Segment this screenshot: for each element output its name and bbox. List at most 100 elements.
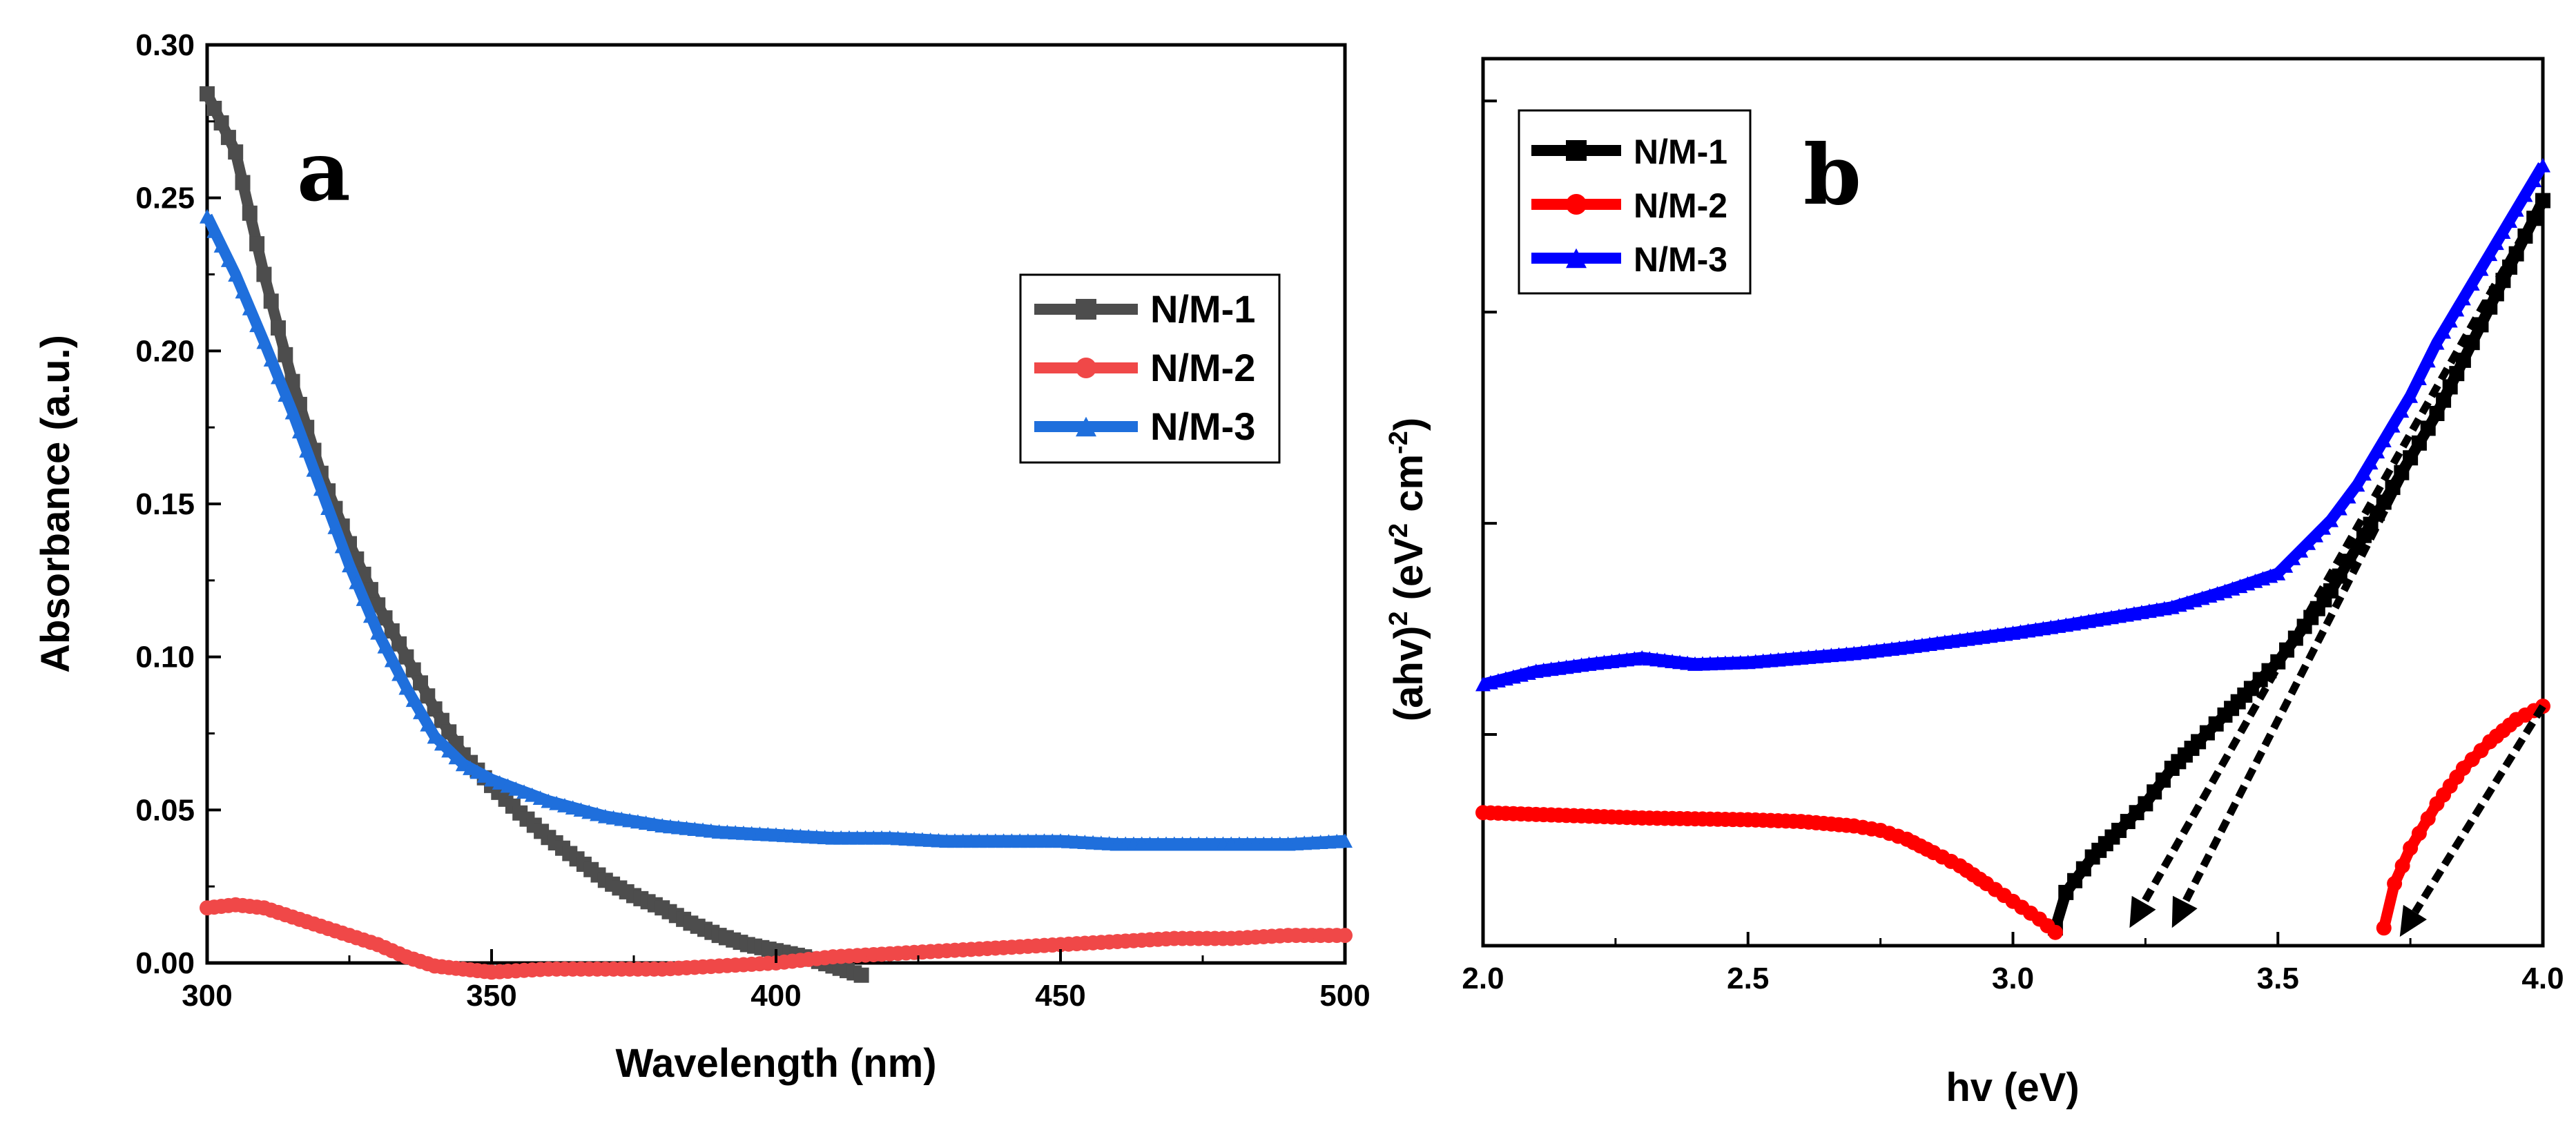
data-point: [434, 736, 449, 751]
data-point: [263, 293, 279, 309]
arrow-head: [2129, 895, 2156, 928]
panel-b-ylabel-part: ): [1386, 418, 1431, 431]
x-tick-label: 500: [1319, 979, 1370, 1013]
data-point: [2436, 324, 2452, 339]
tangent-line: [2412, 704, 2546, 915]
y-tick-label: 0.20: [135, 334, 195, 368]
data-point: [2270, 565, 2286, 581]
x-tick-label: 350: [466, 979, 516, 1013]
y-tick-label: 0.10: [135, 641, 195, 674]
data-point: [516, 784, 532, 799]
data-point: [398, 680, 414, 695]
legend-marker: [1076, 416, 1096, 437]
data-point: [284, 405, 300, 420]
data-point: [2508, 202, 2524, 217]
data-point: [220, 252, 236, 267]
data-point: [2535, 157, 2550, 173]
data-point: [2455, 291, 2471, 306]
panel-a-series: [200, 86, 1353, 983]
series-n-m-1: [200, 86, 869, 983]
data-point: [2495, 224, 2511, 240]
data-point: [2387, 876, 2403, 892]
data-point: [2341, 489, 2356, 504]
panel-a-y-axis-title: Absorbance (a.u.): [33, 335, 78, 673]
data-point: [306, 462, 322, 477]
data-point: [2341, 554, 2356, 569]
legend-marker: [1566, 194, 1587, 215]
panel-a-legend: N/M-1 N/M-2 N/M-3: [1019, 273, 1281, 464]
data-point: [2429, 335, 2445, 350]
panel-b-ylabel-part: 2: [1384, 611, 1413, 625]
data-point: [2323, 583, 2338, 598]
data-point: [2350, 477, 2365, 492]
data-point: [242, 300, 258, 315]
data-point: [2376, 920, 2392, 936]
data-point: [327, 519, 343, 534]
data-point: [235, 175, 251, 191]
panel-a: 0.00 0.05 0.10 0.15 0.20 0.25 0.30 300 350 400 45…: [33, 28, 1371, 1086]
panel-b-ylabel-part: -2: [1384, 431, 1413, 454]
data-point: [263, 352, 279, 367]
series-n-m-2: [200, 897, 1353, 980]
data-point: [370, 625, 386, 640]
data-point: [2403, 388, 2419, 403]
panel-b: 2.0 2.5 3.0 3.5 4.0 b hv (eV) (ahv)2 (eV2 cm…: [1384, 57, 2564, 1110]
legend-label: N/M-1: [1634, 133, 1727, 171]
panel-b-ylabel-part: 2: [1384, 523, 1413, 538]
data-point: [2285, 550, 2301, 565]
data-point: [291, 424, 307, 439]
data-point: [2488, 235, 2504, 251]
data-point: [413, 705, 428, 719]
data-point: [271, 369, 286, 384]
data-point: [349, 574, 365, 590]
data-point: [356, 591, 371, 606]
data-point: [299, 442, 315, 458]
data-point: [500, 778, 516, 793]
panel-b-y-ticks: [1483, 99, 1497, 737]
data-point: [2332, 500, 2347, 516]
data-point: [2316, 520, 2332, 535]
data-point: [278, 347, 293, 362]
data-point: [2517, 187, 2533, 202]
legend-marker: [1566, 140, 1587, 161]
data-point: [2502, 213, 2518, 228]
data-point: [441, 743, 457, 758]
panel-a-frame: [205, 43, 1347, 965]
y-tick-label: 0.25: [135, 182, 195, 215]
data-point: [2394, 403, 2410, 418]
data-point: [1337, 833, 1353, 848]
data-point: [256, 334, 272, 349]
data-point: [2385, 418, 2401, 433]
data-point: [278, 387, 293, 402]
series-n-m-3: [1475, 157, 2550, 692]
data-point: [391, 636, 407, 652]
data-point: [2403, 840, 2419, 856]
data-point: [2278, 558, 2294, 573]
data-point: [256, 266, 272, 282]
data-point: [2155, 772, 2171, 788]
data-point: [384, 623, 400, 639]
legend-marker: [1076, 358, 1096, 378]
data-point: [206, 100, 222, 116]
data-point: [2356, 466, 2372, 481]
panel-a-x-axis-title: Wavelength (nm): [615, 1041, 936, 1086]
data-point: [405, 692, 421, 708]
data-point: [362, 608, 378, 623]
legend-marker: [1076, 299, 1096, 320]
data-point: [2526, 173, 2542, 188]
data-point: [2308, 527, 2324, 543]
data-point: [377, 639, 393, 654]
data-point: [391, 666, 407, 681]
data-point: [2147, 784, 2162, 800]
data-point: [853, 967, 869, 983]
data-point: [320, 500, 336, 515]
data-point: [2047, 924, 2063, 940]
data-point: [441, 724, 457, 740]
data-point: [448, 750, 464, 765]
data-point: [405, 662, 421, 678]
y-tick-label: 0.30: [135, 28, 195, 62]
data-point: [420, 717, 436, 732]
tangent-line: [2181, 199, 2546, 904]
data-point: [2411, 826, 2427, 841]
data-point: [220, 130, 236, 146]
